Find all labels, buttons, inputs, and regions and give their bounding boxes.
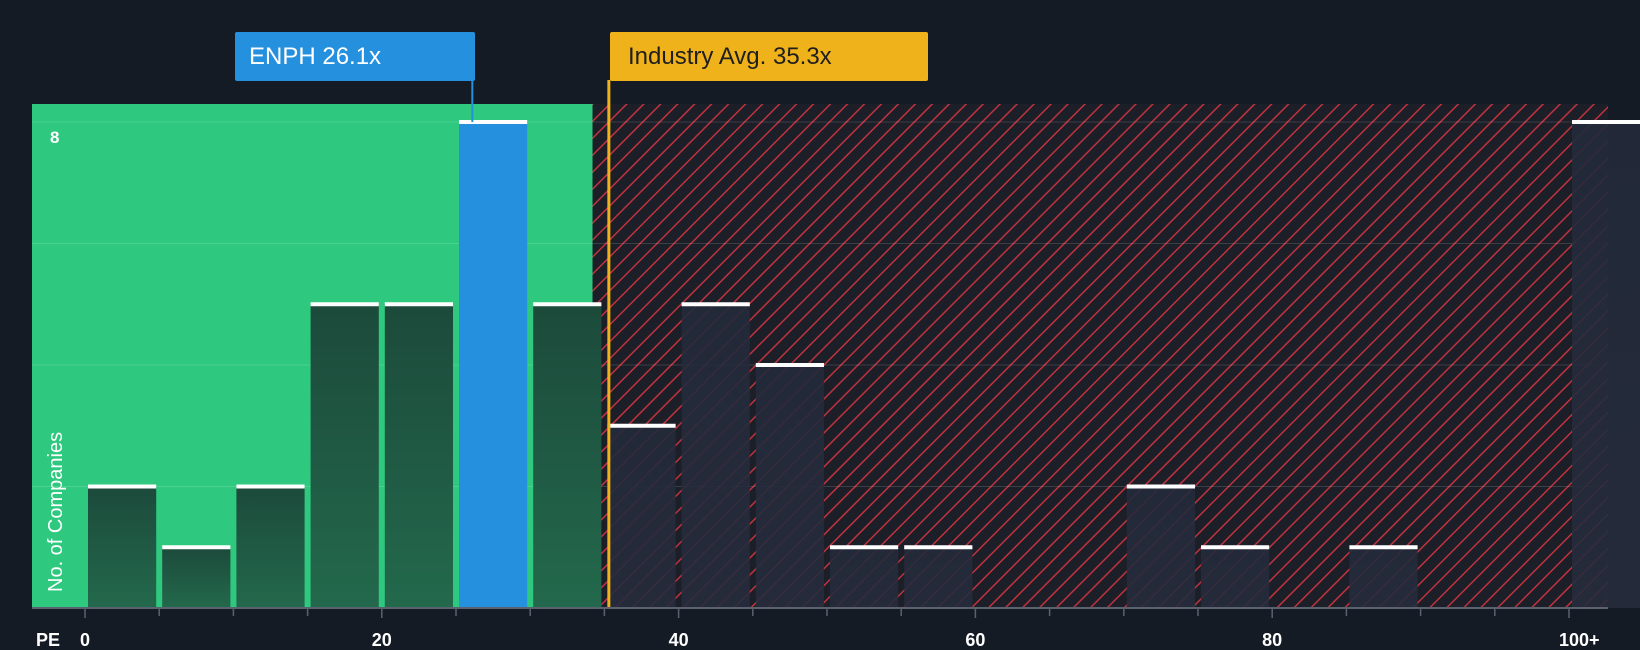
bar-top-cap bbox=[755, 363, 824, 367]
histogram-bar bbox=[830, 547, 899, 608]
histogram-bar bbox=[88, 486, 157, 608]
histogram-bar bbox=[1349, 547, 1418, 608]
bar-top-cap bbox=[1201, 545, 1270, 550]
x-tick-label: 0 bbox=[80, 630, 90, 650]
bar-top-cap bbox=[236, 484, 305, 489]
histogram-bar bbox=[162, 547, 231, 608]
bar-top-cap bbox=[533, 302, 602, 307]
histogram-bar bbox=[1126, 486, 1195, 608]
histogram-bar bbox=[681, 304, 750, 608]
bar-top-cap bbox=[607, 423, 676, 428]
x-tick-label: 20 bbox=[372, 630, 392, 650]
bar-top-cap bbox=[681, 302, 750, 307]
histogram-bar bbox=[236, 486, 305, 608]
bar-top-cap bbox=[459, 120, 528, 124]
histogram-bar bbox=[384, 304, 453, 608]
histogram-bar bbox=[607, 425, 676, 608]
bar-top-cap bbox=[1572, 120, 1640, 124]
bar-top-cap bbox=[88, 484, 157, 489]
histogram-bar bbox=[533, 304, 602, 608]
y-max-label: 8 bbox=[50, 128, 59, 147]
x-tick-label: 100+ bbox=[1559, 630, 1600, 650]
bar-top-cap bbox=[1126, 484, 1195, 489]
y-axis-label: No. of Companies bbox=[45, 432, 67, 592]
bar-top-cap bbox=[310, 302, 379, 307]
histogram-bar bbox=[459, 122, 528, 608]
histogram-bar bbox=[755, 365, 824, 608]
bar-top-cap bbox=[830, 545, 899, 550]
x-tick-label: 40 bbox=[669, 630, 689, 650]
histogram-bar bbox=[904, 547, 973, 608]
histogram-bar bbox=[1572, 122, 1640, 608]
company-pe-callout: ENPH 26.1x bbox=[235, 32, 475, 81]
x-tick-label: 60 bbox=[965, 630, 985, 650]
bar-top-cap bbox=[1349, 545, 1418, 550]
industry-avg-callout: Industry Avg. 35.3x bbox=[610, 32, 928, 81]
bar-top-cap bbox=[384, 302, 453, 307]
histogram-bar bbox=[310, 304, 379, 608]
x-tick-label: 80 bbox=[1262, 630, 1282, 650]
bar-top-cap bbox=[162, 545, 231, 550]
x-axis-name: PE bbox=[36, 630, 60, 650]
histogram-bar bbox=[1201, 547, 1270, 608]
bar-top-cap bbox=[904, 545, 973, 550]
